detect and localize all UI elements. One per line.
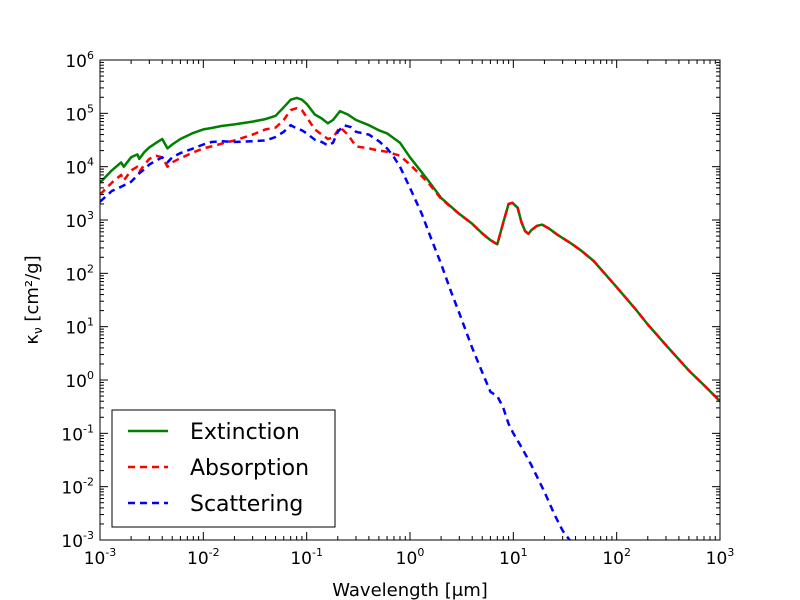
y-tick-label-exponent: -2 — [83, 476, 94, 489]
y-tick-label-base: 10 — [65, 265, 87, 285]
y-tick-label: 10-3 — [61, 529, 94, 552]
y-tick-label: 100 — [65, 369, 94, 392]
series-line-scattering — [100, 123, 571, 540]
y-tick-label-base: 10 — [61, 425, 83, 445]
x-tick-label-base: 10 — [602, 549, 624, 569]
x-tick-label: 103 — [706, 546, 735, 569]
y-tick-label-exponent: 2 — [87, 262, 94, 275]
x-tick-label-exponent: 3 — [727, 546, 734, 559]
y-axis-label: κν [cm²/g] — [22, 255, 45, 344]
x-tick-label-exponent: 2 — [624, 546, 631, 559]
legend-box — [111, 409, 336, 528]
x-axis-label: Wavelength [μm] — [332, 580, 488, 600]
y-tick-label-exponent: 4 — [87, 156, 94, 169]
legend-label-extinction: Extinction — [190, 420, 300, 445]
x-tick-label-exponent: -3 — [105, 546, 116, 559]
y-axis-label-symbol: κ — [22, 334, 43, 345]
x-tick-label-base: 10 — [396, 549, 418, 569]
x-tick-label: 10-3 — [84, 546, 117, 569]
x-tick-label-exponent: 1 — [521, 546, 528, 559]
ticks-layer: 10-3 10-2 10-1 100 101 102 10310-310-210-11001… — [61, 49, 734, 569]
y-tick-label-base: 10 — [61, 479, 83, 499]
x-tick-label: 102 — [602, 546, 631, 569]
x-tick-label-base: 10 — [706, 549, 728, 569]
x-tick-label-exponent: 0 — [417, 546, 424, 559]
x-tick-label: 10-2 — [187, 546, 220, 569]
y-tick-label-exponent: 3 — [87, 209, 94, 222]
x-tick-label-exponent: -2 — [209, 546, 220, 559]
y-tick-label-exponent: -3 — [83, 529, 94, 542]
y-tick-label-exponent: 0 — [87, 369, 94, 382]
y-tick-label-base: 10 — [65, 105, 87, 125]
series-line-absorption — [100, 106, 720, 403]
y-tick-label-exponent: -1 — [83, 422, 94, 435]
x-tick-label-base: 10 — [84, 549, 106, 569]
x-tick-label-base: 10 — [290, 549, 312, 569]
y-tick-label-base: 10 — [65, 319, 87, 339]
y-tick-label-base: 10 — [65, 52, 87, 72]
y-tick-label: 104 — [65, 156, 94, 179]
x-tick-label-base: 10 — [499, 549, 521, 569]
x-tick-label-base: 10 — [187, 549, 209, 569]
y-tick-label: 10-2 — [61, 476, 94, 499]
series-line-extinction — [100, 96, 720, 403]
y-tick-label: 106 — [65, 49, 94, 72]
x-tick-label-exponent: -1 — [312, 546, 323, 559]
x-tick-label: 10-1 — [290, 546, 323, 569]
x-tick-label: 100 — [396, 546, 425, 569]
y-tick-label-exponent: 5 — [87, 102, 94, 115]
y-tick-label-base: 10 — [65, 159, 87, 179]
legend: Extinction Absorption Scattering — [111, 409, 336, 528]
y-tick-label: 102 — [65, 262, 94, 285]
y-tick-label: 103 — [65, 209, 94, 232]
y-tick-label-base: 10 — [65, 372, 87, 392]
legend-label-scattering: Scattering — [190, 492, 303, 517]
y-axis-label-units: [cm²/g] — [22, 255, 43, 327]
y-tick-label: 10-1 — [61, 422, 94, 445]
y-tick-label-base: 10 — [65, 212, 87, 232]
series-layer — [100, 96, 720, 540]
y-axis-label-subscript: ν — [31, 327, 45, 334]
x-tick-label: 101 — [499, 546, 528, 569]
y-tick-label-base: 10 — [61, 532, 83, 552]
y-tick-label-exponent: 1 — [87, 316, 94, 329]
y-tick-label-exponent: 6 — [87, 49, 94, 62]
y-tick-label: 101 — [65, 316, 94, 339]
legend-label-absorption: Absorption — [190, 456, 309, 481]
y-tick-label: 105 — [65, 102, 94, 125]
